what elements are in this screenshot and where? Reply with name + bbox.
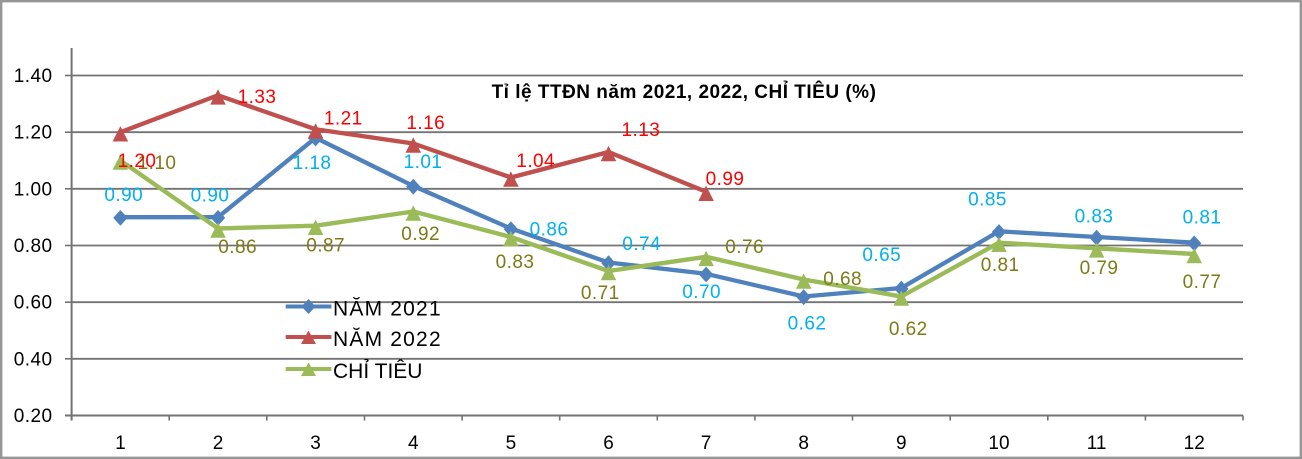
- svg-text:0.65: 0.65: [862, 245, 901, 266]
- svg-text:0.80: 0.80: [14, 236, 53, 257]
- svg-text:0.87: 0.87: [306, 236, 345, 257]
- svg-text:1.20: 1.20: [118, 151, 157, 172]
- svg-text:1.18: 1.18: [293, 153, 332, 174]
- svg-text:9: 9: [896, 433, 907, 454]
- svg-text:0.81: 0.81: [1183, 208, 1222, 229]
- svg-text:NĂM 2021: NĂM 2021: [333, 297, 442, 320]
- svg-text:1.04: 1.04: [516, 151, 555, 172]
- svg-text:6: 6: [603, 433, 614, 454]
- svg-text:0.90: 0.90: [104, 185, 143, 206]
- svg-text:0.92: 0.92: [401, 224, 440, 245]
- svg-text:10: 10: [988, 433, 1009, 454]
- svg-text:NĂM 2022: NĂM 2022: [333, 328, 442, 351]
- svg-text:0.20: 0.20: [14, 406, 53, 427]
- svg-text:1.01: 1.01: [404, 152, 443, 173]
- svg-text:1.33: 1.33: [238, 87, 277, 108]
- svg-text:1.21: 1.21: [324, 109, 363, 130]
- svg-text:CHỈ TIÊU: CHỈ TIÊU: [333, 360, 422, 383]
- svg-text:1: 1: [115, 433, 126, 454]
- svg-text:1.40: 1.40: [14, 66, 53, 87]
- svg-text:0.76: 0.76: [725, 237, 764, 258]
- svg-text:0.83: 0.83: [496, 252, 535, 273]
- svg-text:0.74: 0.74: [622, 234, 661, 255]
- svg-text:5: 5: [506, 433, 517, 454]
- svg-text:0.79: 0.79: [1080, 258, 1119, 279]
- svg-text:0.77: 0.77: [1183, 272, 1222, 293]
- svg-text:0.99: 0.99: [706, 169, 745, 190]
- svg-text:0.40: 0.40: [14, 349, 53, 370]
- svg-text:4: 4: [408, 433, 419, 454]
- svg-text:12: 12: [1184, 433, 1205, 454]
- svg-text:8: 8: [798, 433, 809, 454]
- svg-text:3: 3: [310, 433, 321, 454]
- svg-text:0.85: 0.85: [968, 190, 1007, 211]
- svg-text:0.83: 0.83: [1075, 207, 1114, 228]
- svg-text:0.60: 0.60: [14, 293, 53, 314]
- svg-text:0.86: 0.86: [530, 220, 569, 241]
- svg-text:0.71: 0.71: [581, 283, 620, 304]
- svg-text:1.16: 1.16: [406, 113, 445, 134]
- svg-text:0.62: 0.62: [889, 319, 928, 340]
- svg-text:0.62: 0.62: [788, 314, 827, 335]
- svg-text:0.68: 0.68: [823, 269, 862, 290]
- svg-text:0.81: 0.81: [981, 255, 1020, 276]
- svg-text:0.90: 0.90: [191, 186, 230, 207]
- svg-text:11: 11: [1087, 433, 1107, 454]
- svg-text:0.86: 0.86: [218, 237, 257, 258]
- svg-text:0.70: 0.70: [682, 282, 721, 303]
- svg-text:1.20: 1.20: [14, 123, 53, 144]
- svg-text:7: 7: [701, 433, 712, 454]
- svg-text:1.00: 1.00: [14, 179, 53, 200]
- svg-text:1.13: 1.13: [622, 120, 661, 141]
- svg-text:Tỉ lệ TTĐN năm 2021, 2022, CHỈ: Tỉ lệ TTĐN năm 2021, 2022, CHỈ TIÊU (%): [492, 81, 877, 103]
- svg-text:1.10: 1.10: [138, 153, 177, 174]
- svg-text:2: 2: [213, 433, 224, 454]
